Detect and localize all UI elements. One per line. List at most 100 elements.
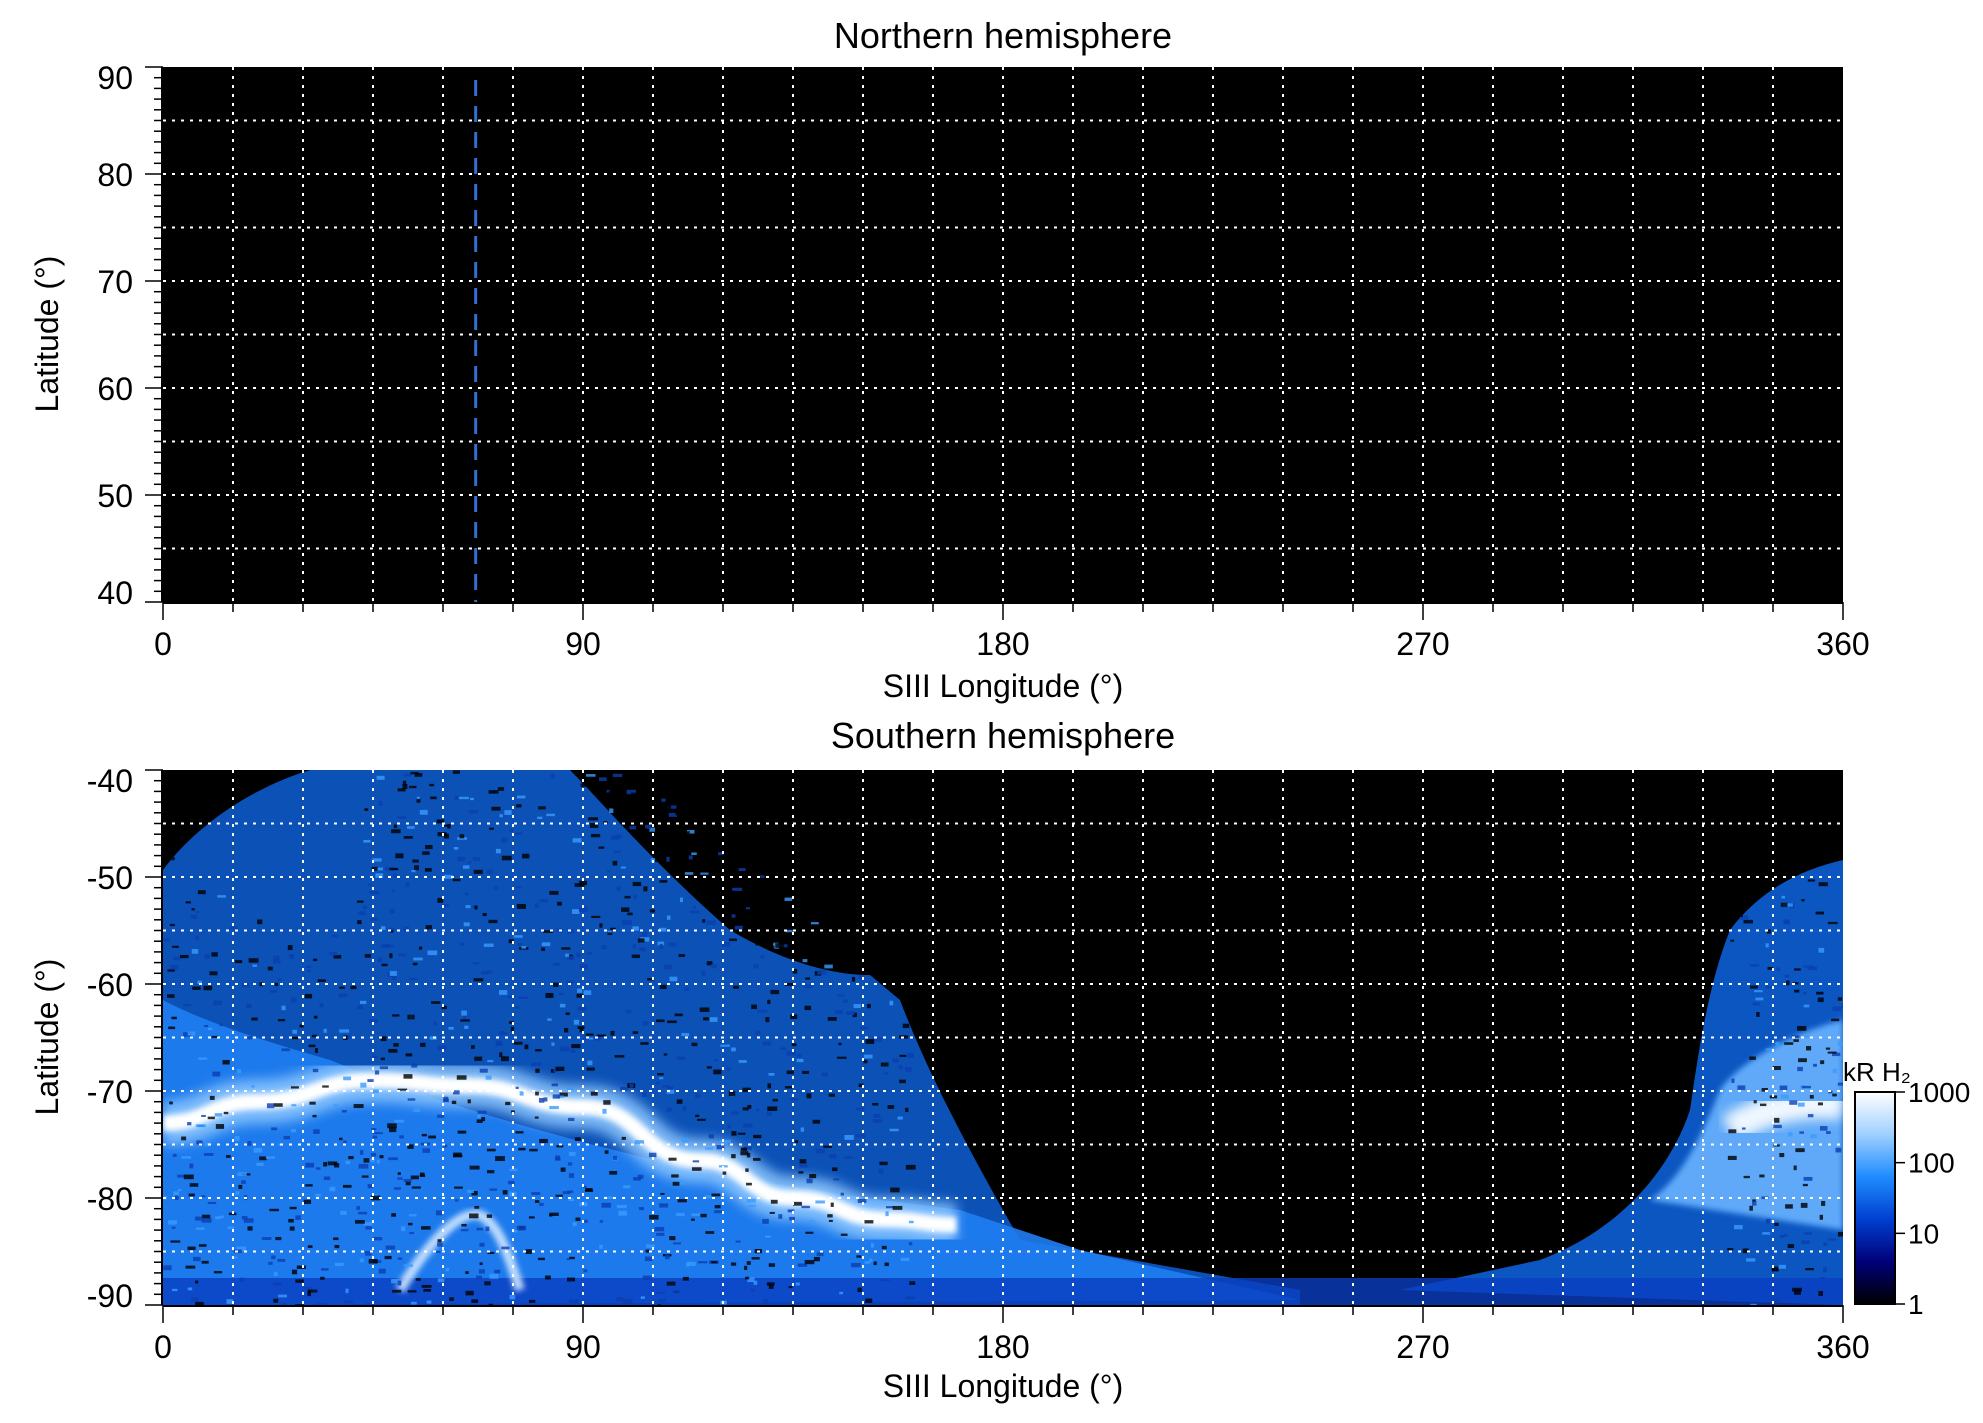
noise-speck [356, 900, 364, 903]
noise-speck [789, 1216, 795, 1221]
noise-speck [702, 919, 706, 923]
noise-speck [547, 1018, 552, 1021]
noise-speck [662, 1085, 670, 1088]
noise-speck [363, 1158, 370, 1163]
noise-speck [1807, 1114, 1814, 1118]
noise-speck [499, 1030, 504, 1036]
noise-speck [1771, 1268, 1779, 1272]
noise-speck [204, 1142, 210, 1147]
noise-speck [411, 1063, 418, 1068]
noise-speck [403, 1264, 414, 1267]
noise-speck [550, 773, 556, 779]
noise-speck [613, 850, 621, 853]
noise-speck [273, 1298, 279, 1303]
noise-speck [431, 1001, 441, 1004]
noise-speck [609, 1171, 618, 1175]
noise-speck [552, 1094, 561, 1099]
noise-speck [183, 1003, 192, 1007]
noise-speck [281, 1048, 290, 1052]
noise-speck [457, 1130, 467, 1134]
noise-speck [289, 1226, 295, 1231]
noise-speck [273, 1272, 278, 1276]
noise-speck [380, 1036, 387, 1042]
noise-speck [767, 1106, 778, 1111]
noise-speck [722, 942, 730, 947]
noise-speck [813, 1256, 820, 1262]
noise-speck [243, 1218, 254, 1223]
noise-speck [465, 1290, 474, 1296]
noise-speck [348, 1156, 354, 1160]
noise-speck [394, 1119, 405, 1123]
noise-speck [1739, 915, 1749, 920]
noise-speck [766, 1111, 773, 1116]
noise-speck [491, 806, 501, 811]
noise-speck [746, 1198, 756, 1203]
noise-speck [476, 1119, 483, 1123]
noise-speck [375, 873, 384, 878]
noise-speck [486, 1170, 495, 1174]
noise-speck [488, 919, 498, 924]
noise-speck [1756, 1011, 1760, 1017]
noise-speck [476, 1227, 484, 1231]
noise-speck [604, 1150, 609, 1154]
noise-speck [809, 1174, 817, 1179]
noise-speck [723, 910, 728, 916]
noise-speck [1749, 1205, 1753, 1211]
noise-speck [368, 1258, 378, 1264]
noise-speck [801, 1205, 810, 1209]
noise-speck [502, 1190, 508, 1195]
noise-speck [372, 1135, 378, 1139]
noise-speck [226, 1299, 234, 1304]
noise-speck [864, 1220, 874, 1224]
noise-speck [762, 1299, 769, 1304]
noise-speck [745, 1182, 752, 1186]
noise-speck [489, 827, 494, 830]
noise-speck [363, 1222, 373, 1226]
noise-speck [561, 947, 571, 950]
noise-speck [238, 1184, 243, 1189]
noise-speck [317, 1302, 327, 1305]
noise-speck [629, 1083, 634, 1088]
noise-speck [1753, 990, 1763, 993]
south-x-tick-label: 90 [565, 1329, 601, 1365]
noise-speck [410, 1175, 419, 1180]
noise-speck [1765, 1218, 1771, 1224]
noise-speck [215, 1124, 225, 1129]
noise-speck [757, 1009, 768, 1013]
noise-speck [359, 1000, 367, 1004]
noise-speck [734, 925, 743, 930]
north-grid [163, 67, 1843, 602]
noise-speck [543, 930, 554, 933]
noise-speck [902, 1023, 910, 1029]
noise-speck [196, 1140, 203, 1145]
noise-speck [236, 1246, 247, 1252]
noise-speck [889, 1128, 899, 1132]
noise-speck [451, 1100, 457, 1105]
noise-speck [464, 1025, 469, 1029]
noise-speck [1741, 1127, 1746, 1130]
noise-speck [173, 956, 181, 961]
noise-speck [424, 868, 432, 872]
noise-speck [198, 1057, 208, 1060]
noise-speck [347, 1034, 351, 1039]
noise-speck [1784, 974, 1790, 978]
noise-speck [487, 1251, 495, 1255]
noise-speck [673, 1242, 681, 1245]
noise-speck [705, 1231, 715, 1234]
noise-speck [872, 1037, 882, 1042]
noise-speck [637, 938, 645, 943]
noise-speck [760, 955, 765, 958]
noise-speck [630, 792, 641, 798]
noise-speck [676, 1099, 683, 1104]
noise-speck [601, 945, 607, 950]
noise-speck [709, 1017, 718, 1022]
noise-speck [329, 952, 337, 956]
noise-speck [731, 1131, 737, 1136]
noise-speck [364, 954, 372, 958]
noise-speck [846, 1011, 855, 1015]
noise-speck [322, 1085, 329, 1088]
noise-speck [510, 1026, 515, 1032]
noise-speck [666, 1089, 675, 1094]
noise-speck [379, 1066, 389, 1070]
noise-speck [1778, 1264, 1786, 1269]
